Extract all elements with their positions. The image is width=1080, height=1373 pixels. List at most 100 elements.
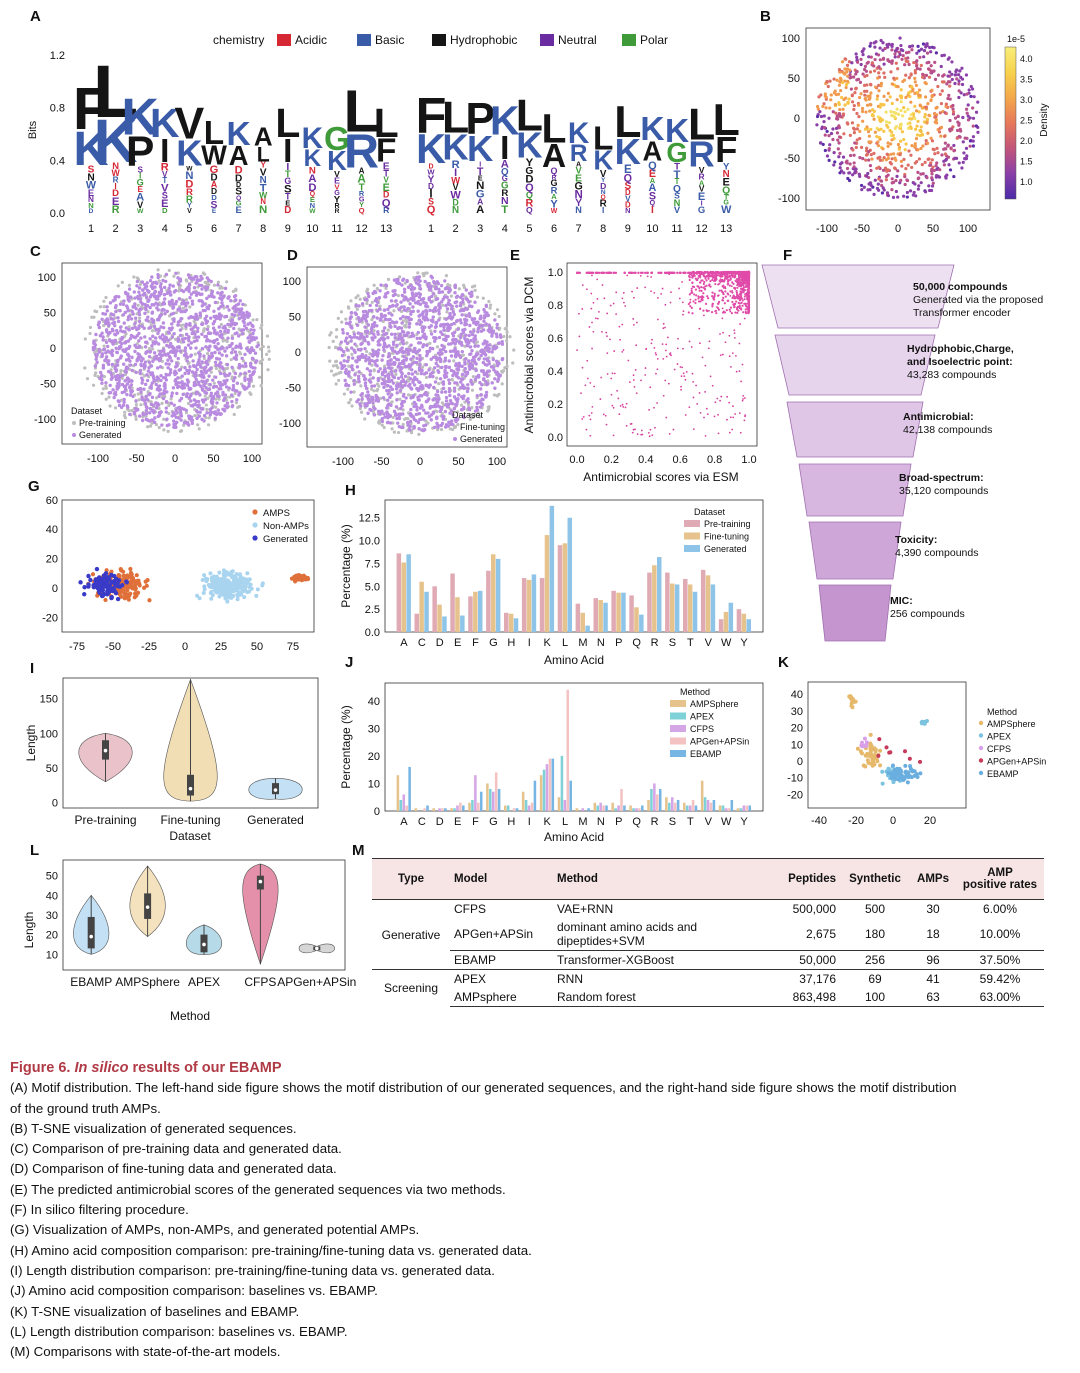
tsne-point-generated (151, 334, 155, 339)
tsne-point-generated (134, 370, 138, 375)
tsne-point (933, 152, 937, 156)
tsne-point-generated (451, 331, 455, 336)
tsne-point (836, 92, 841, 96)
logo-letter: S (235, 187, 242, 198)
tsne-point-generated (239, 307, 244, 311)
tsne-point-generated (484, 304, 489, 309)
tsne-point-reference (102, 375, 107, 379)
tsne-point (867, 158, 871, 162)
tsne-point-generated (244, 326, 249, 330)
tsne-point-generated (424, 423, 428, 427)
tsne-point-reference (336, 366, 340, 370)
tsne-point (872, 192, 876, 196)
logo-letter: E (698, 191, 705, 203)
logo-letter: E (112, 196, 120, 208)
tsne-point-generated (412, 360, 417, 365)
tsne-point-generated (480, 383, 484, 387)
tsne-point-generated (388, 317, 392, 322)
score-point (627, 359, 630, 362)
tsne-point (885, 98, 889, 102)
tsne-point-generated (246, 336, 250, 340)
tsne-point-generated (127, 328, 131, 332)
tsne-point-generated (403, 383, 407, 387)
tsne-point-reference (101, 324, 106, 328)
tsne-point (844, 96, 848, 100)
tsne-point-generated (388, 421, 393, 425)
tsne-point-generated (412, 426, 416, 430)
tsne-point (869, 153, 873, 157)
logo-letter: S (284, 184, 292, 196)
tsne-point (847, 178, 852, 183)
tsne-point (848, 133, 852, 137)
x-tick-label: 12 (695, 223, 707, 235)
x-tick-label: 10 (306, 223, 318, 235)
logo-letter: G (324, 121, 350, 158)
tsne-point-generated (375, 316, 379, 320)
tsne-point-generated (397, 412, 402, 416)
tsne-point (913, 71, 917, 75)
tsne-point-generated (395, 416, 399, 421)
score-point (743, 317, 746, 320)
tsne-point-generated (162, 389, 166, 393)
logo-letter: V (162, 170, 168, 179)
score-point (636, 287, 639, 289)
tsne-point-reference (386, 328, 390, 332)
tsne-point-generated (177, 282, 181, 287)
tsne-point-generated (381, 329, 386, 333)
tsne-point (870, 157, 874, 161)
tsne-point-generated (95, 353, 99, 357)
tsne-point-generated (189, 392, 193, 397)
tsne-point-generated (381, 353, 385, 358)
tsne-point-reference (258, 375, 262, 379)
tsne-point-generated (452, 372, 456, 376)
tsne-point-generated (248, 350, 252, 355)
score-point (732, 405, 734, 408)
tsne-point-generated (184, 304, 188, 308)
x-tick-label: 50 (452, 456, 464, 468)
tsne-point-reference (193, 414, 197, 418)
tsne-point-generated (207, 368, 211, 372)
tsne-point (855, 78, 859, 82)
tsne-point-generated (128, 363, 133, 367)
tsne-point-reference (266, 368, 270, 372)
tsne-point-reference (214, 397, 218, 401)
tsne-point-generated (404, 365, 408, 369)
tsne-point-generated (143, 401, 148, 406)
tsne-point-generated (478, 400, 482, 404)
tsne-point-generated (428, 308, 432, 313)
tsne-point-generated (214, 375, 218, 379)
logo-letter: R (112, 204, 120, 216)
tsne-point (835, 131, 840, 135)
score-point (654, 352, 657, 354)
tsne-point-reference (232, 412, 236, 417)
tsne-point (881, 168, 886, 172)
panel-e-score-scatter: 0.0 0.2 0.4 0.6 0.8 1.00.00.20.40.60.81.0Anti… (522, 262, 758, 484)
tsne-point-generated (230, 341, 234, 346)
tsne-point (899, 108, 903, 113)
tsne-point-generated (387, 354, 391, 358)
tsne-point-generated (147, 298, 151, 302)
tsne-point-generated (227, 386, 231, 390)
tsne-point-generated (374, 393, 378, 398)
score-point (632, 379, 635, 381)
tsne-point-generated (156, 273, 160, 277)
tsne-point-generated (382, 412, 386, 416)
tsne-point-generated (185, 301, 190, 305)
logo-letter: L (542, 105, 567, 151)
tsne-point (873, 57, 877, 62)
tsne-point-generated (355, 365, 360, 369)
tsne-point (877, 177, 881, 181)
tsne-point (907, 149, 911, 153)
tsne-point (937, 130, 942, 134)
tsne-point-generated (422, 372, 427, 376)
tsne-point-reference (488, 303, 493, 307)
score-point (598, 310, 600, 313)
tsne-point (887, 121, 892, 125)
logo-letter: A (229, 140, 249, 171)
tsne-point-reference (334, 346, 338, 350)
legend-swatch (277, 34, 291, 46)
tsne-point-reference (435, 345, 440, 349)
tsne-point (843, 103, 847, 107)
tsne-point (929, 136, 933, 140)
tsne-point-generated (424, 312, 429, 317)
